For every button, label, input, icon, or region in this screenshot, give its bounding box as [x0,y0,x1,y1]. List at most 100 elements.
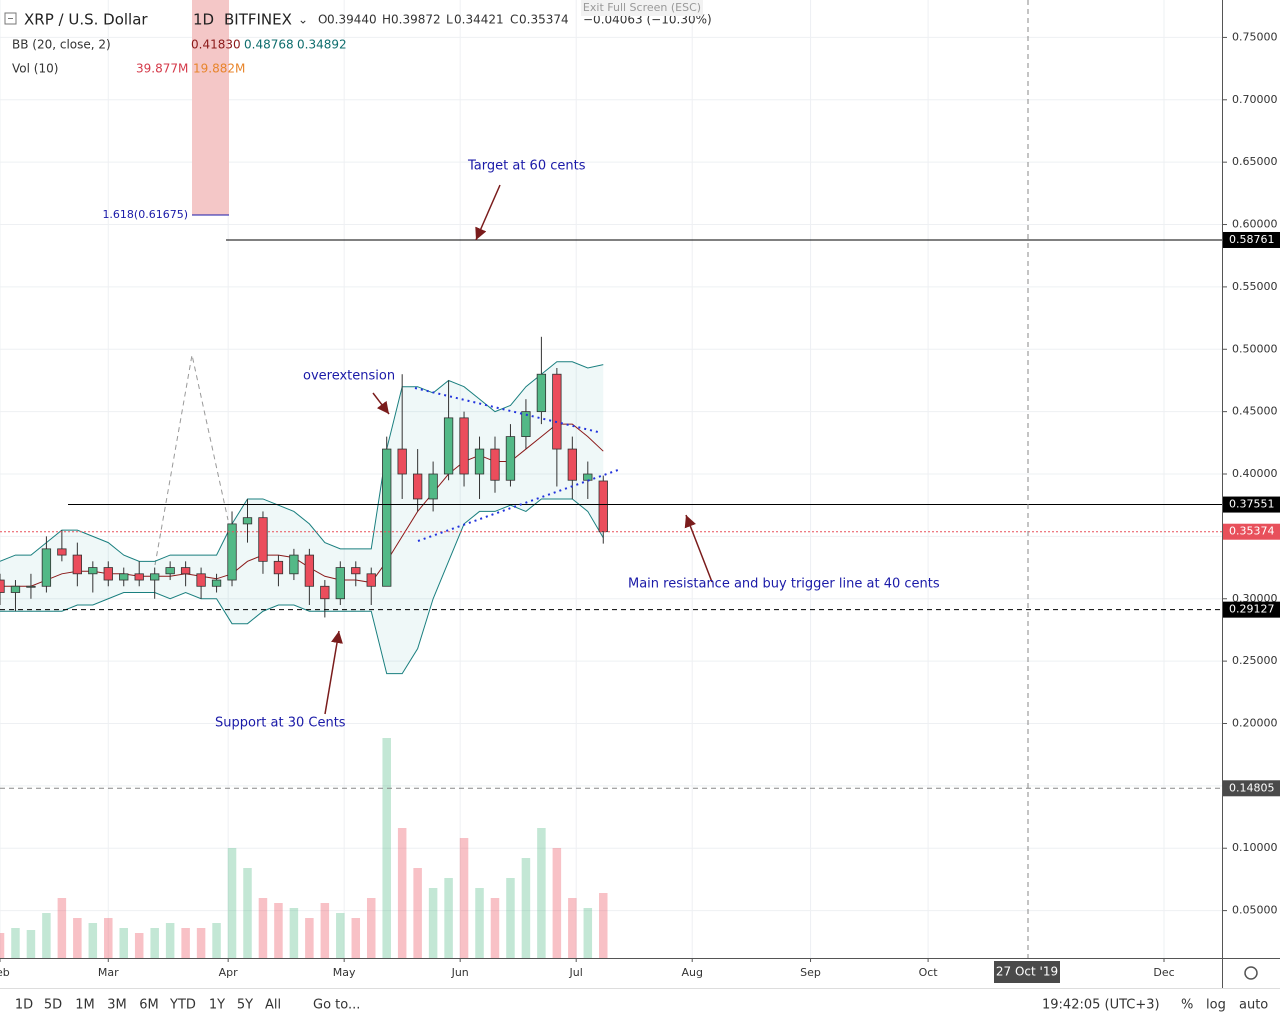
volume-bar [336,913,345,958]
candle-body [304,554,315,587]
candle-body [335,567,345,600]
candle-body [103,567,113,581]
x-tick-label: Oct [919,966,939,979]
range-button[interactable]: 6M [139,998,159,1013]
vol-name: Vol (10) [12,62,58,76]
collapse-btn[interactable] [4,12,17,25]
volume-bar [227,848,237,958]
ohlc-value: 0.34421 [454,13,504,27]
dropdown[interactable]: ⌄ [298,13,308,27]
candle-body [351,567,361,575]
exchange: BITFINEX [224,11,292,29]
cursor-date-box [994,961,1060,983]
volume-bar [212,923,221,958]
y-tick-label: 0.50000 [1232,342,1278,355]
y-tick-label: 0.65000 [1232,155,1278,168]
y-tick-label: 0.60000 [1232,218,1278,231]
volume-bar [119,928,129,958]
candle-body [88,567,98,575]
vol-value: 39.877M [136,62,188,76]
volume-bar [104,918,113,958]
y-tick-label: 0.40000 [1232,467,1278,480]
toolbar: 1D 5D 1M 3M 6M YTD 1Y 5Y All [15,998,281,1013]
ohlc-value: 0.39872 [391,13,441,27]
axes: 0.050000.100000.150000.200000.250000.300… [0,30,1280,979]
ohlc-value: 0.35374 [519,13,569,27]
arrow [684,514,713,583]
candle-body [119,573,129,581]
x-tick-label: Jun [451,966,469,979]
trend-line [414,387,599,433]
auto-toggle[interactable]: auto [1239,998,1268,1013]
volume-bar [150,928,159,958]
candle-body [211,579,222,587]
volume-bar [537,828,546,958]
candle-body [567,448,577,481]
arrow [324,630,343,715]
candle-body [505,436,516,481]
price-label-box [1223,496,1280,513]
candle-body [412,473,423,500]
arrow [372,392,390,415]
candle-body [180,567,191,575]
range-button[interactable]: 1Y [209,998,225,1013]
volume-bar [305,918,314,958]
y-tick-label: 0.45000 [1232,405,1278,418]
range-button[interactable]: 5D [44,998,62,1013]
range-button[interactable]: All [265,998,281,1013]
exit-btn[interactable] [581,0,703,16]
price-label: 0.35374 [1229,525,1275,538]
x-tick-label: Dec [1153,966,1174,979]
volume-bar [506,878,515,958]
range-button[interactable]: YTD [169,998,196,1013]
settings-icon[interactable] [1244,966,1258,980]
volume-bar [397,828,407,958]
x-tick-label: May [333,966,356,979]
range-button[interactable]: 5Y [237,998,253,1013]
x-tick-label: Feb [0,966,10,979]
candle-body [72,554,82,575]
candle-body [443,417,454,475]
volume-bar [289,908,299,958]
y-tick-label: 0.05000 [1232,904,1278,917]
log-toggle[interactable]: log [1206,998,1226,1013]
range-button[interactable]: 1M [75,998,95,1013]
volume-bar [320,903,330,958]
goto[interactable]: Go to... [313,998,360,1013]
volume-bar [11,928,20,958]
volume-bar [413,868,422,958]
projection-line [154,354,229,566]
candle-body [490,448,500,481]
candle-body [0,579,5,593]
exit-label[interactable]: Exit Full Screen (ESC) [583,1,701,14]
percent-toggle[interactable]: % [1181,998,1193,1013]
plot [0,239,1222,958]
volume-bar [568,898,577,958]
bb-line [0,423,604,587]
candle-body [289,554,299,575]
volume-bar [521,858,531,958]
bb-value: 0.34892 [297,38,347,52]
volume-bar [88,923,98,958]
ohlc-label: C [510,13,518,27]
y-tick-label: 0.70000 [1232,93,1278,106]
range-button[interactable]: 1D [15,998,33,1013]
x-tick-label: Apr [219,966,239,979]
candle-body [598,480,608,533]
vol-value: 19.882M [193,62,245,76]
arrow [475,184,501,241]
volume-bar [599,893,608,958]
candle-body [10,585,21,593]
ohlc-label: L [446,13,453,27]
price-label-box [1223,523,1280,540]
volume-bar [26,930,36,958]
volume-bar [583,908,593,958]
volume-bar [475,888,484,958]
range-button[interactable]: 3M [107,998,127,1013]
y-tick-label: 0.30000 [1232,592,1278,605]
annotation: Main resistance and buy trigger line at … [628,577,940,592]
candle-body [552,373,562,450]
candle-body [536,373,547,413]
candle-body [26,585,36,588]
